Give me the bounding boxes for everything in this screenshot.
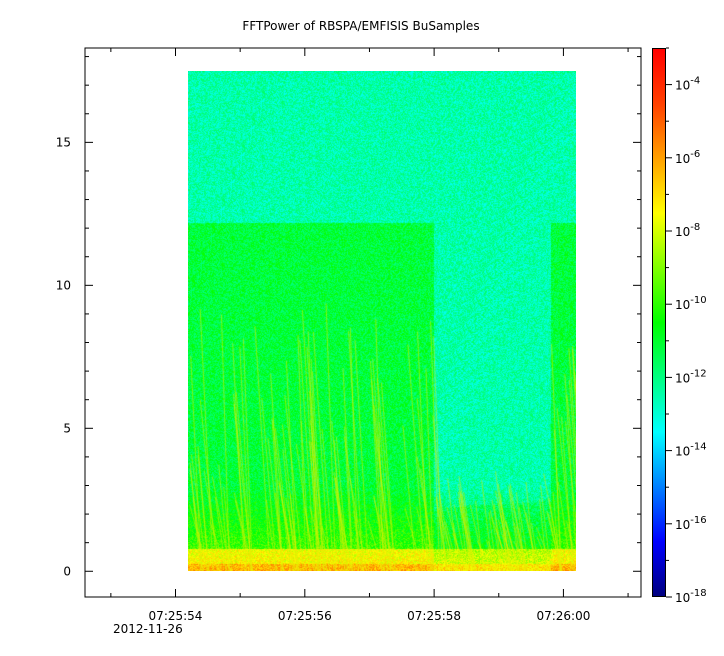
y-tick-label: 10 [56, 278, 71, 292]
colorbar-tick-label: 10-10 [675, 295, 707, 312]
colorbar-tick-label: 10-8 [675, 222, 700, 239]
chart-title: FFTPower of RBSPA/EMFISIS BuSamples [242, 19, 479, 33]
colorbar-tick-label: 10-6 [675, 149, 700, 166]
y-tick-label: 5 [63, 421, 71, 435]
colorbar-gradient [652, 48, 666, 597]
date-label: 2012-11-26 [113, 622, 183, 636]
colorbar-tick-label: 10-4 [675, 76, 700, 93]
colorbar-tick-label: 10-16 [675, 515, 707, 532]
colorbar-tick-label: 10-18 [675, 588, 707, 605]
spectrogram-image [188, 71, 576, 571]
colorbar-tick-label: 10-14 [675, 442, 707, 459]
colorbar-tick-label: 10-12 [675, 368, 707, 385]
x-tick-label: 07:25:54 [149, 609, 203, 623]
y-tick-label: 15 [56, 135, 71, 149]
y-axis: 0 5 10 15 [56, 56, 641, 578]
colorbar-axis: 10-4 10-6 10-8 10-10 10-12 10-14 10-16 10-18 [666, 47, 707, 605]
x-axis: 07:25:54 07:25:56 07:25:58 07:26:00 [110, 48, 629, 623]
x-tick-label: 07:25:56 [278, 609, 332, 623]
x-tick-label: 07:26:00 [536, 609, 590, 623]
x-tick-label: 07:25:58 [407, 609, 461, 623]
y-tick-label: 0 [63, 564, 71, 578]
